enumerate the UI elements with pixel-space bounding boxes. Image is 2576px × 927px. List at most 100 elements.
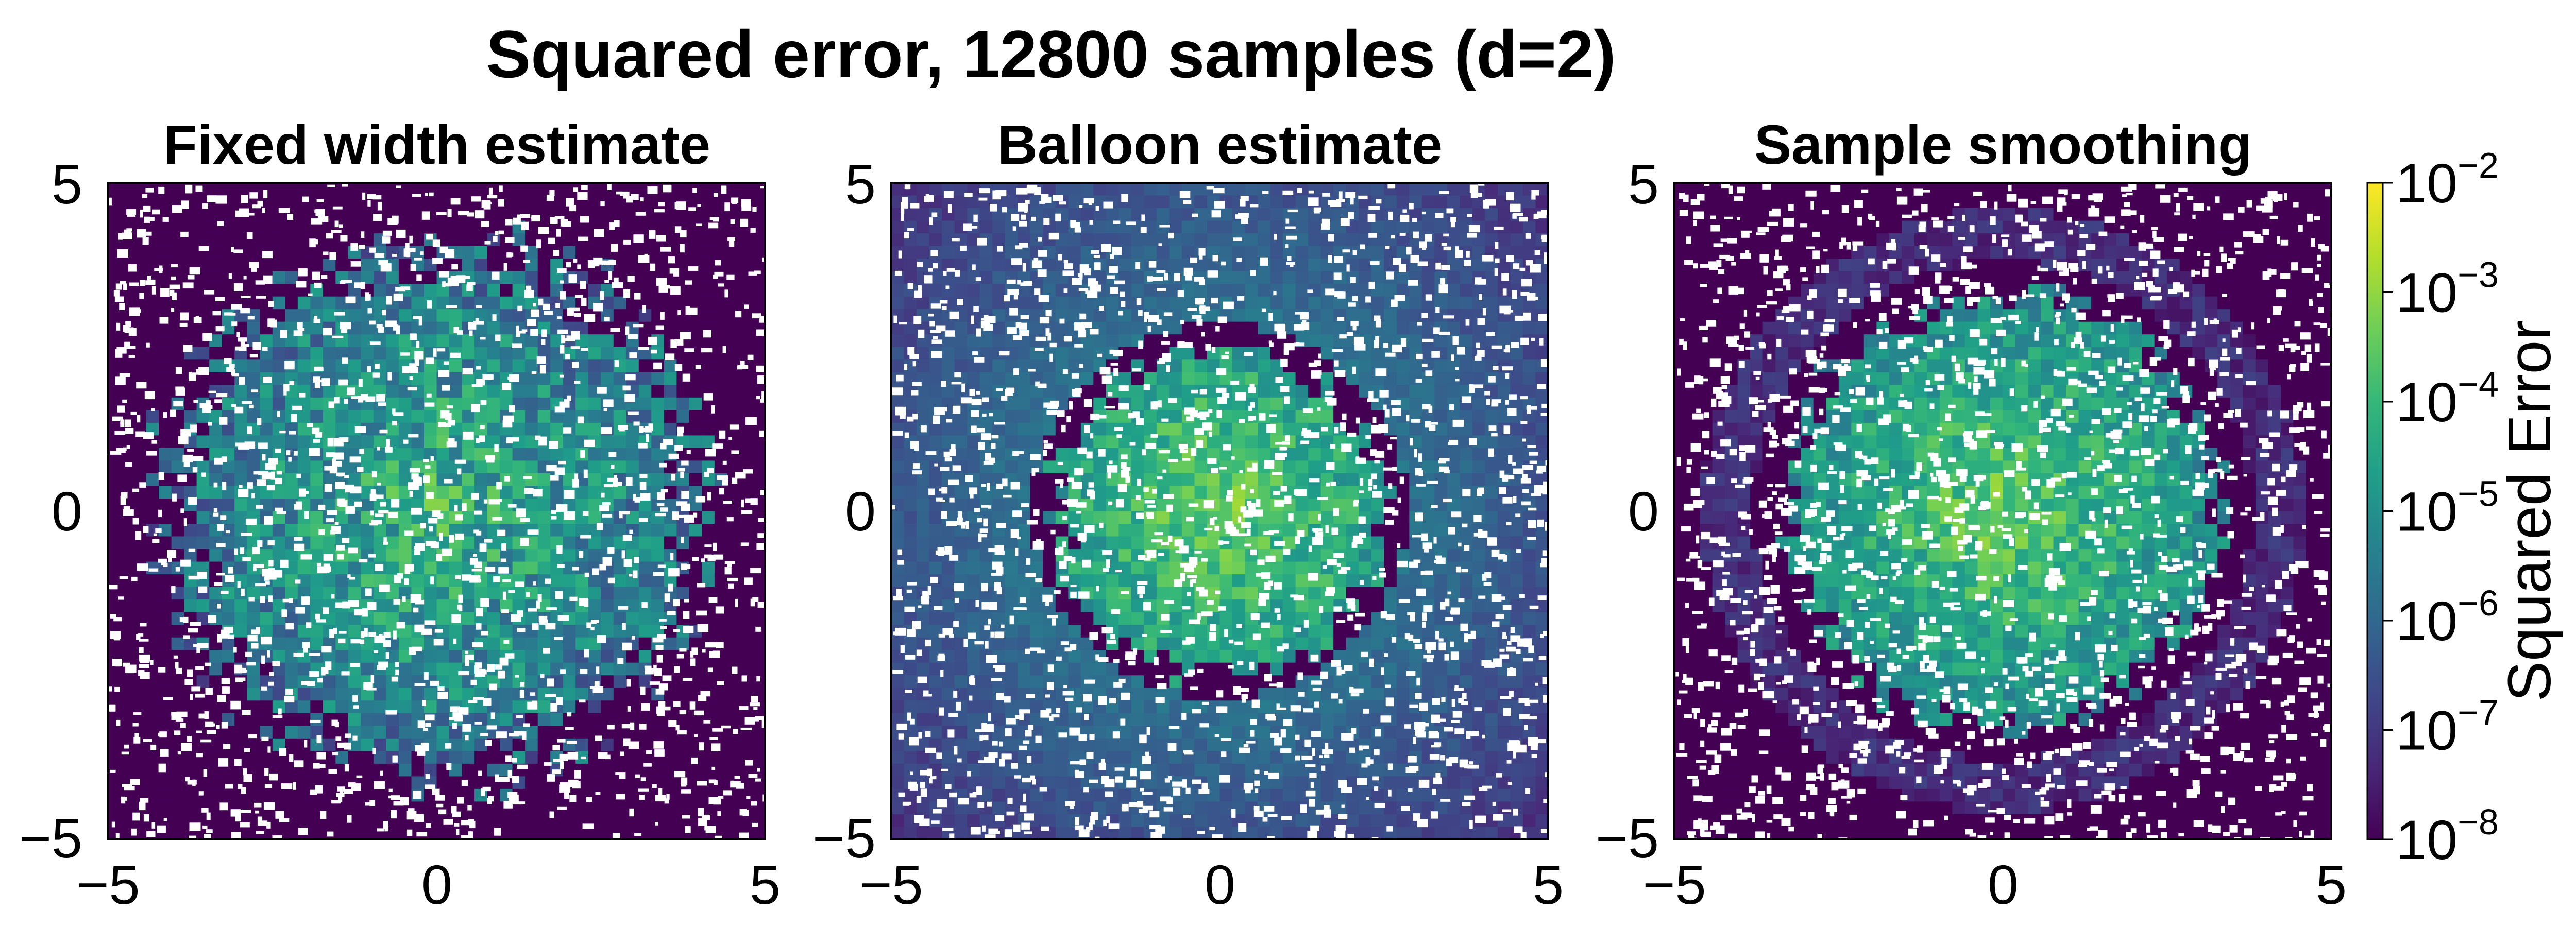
heatmap-hole	[144, 391, 155, 400]
heatmap-cell	[310, 599, 324, 613]
heatmap-hole	[549, 811, 554, 818]
heatmap-cell	[702, 246, 715, 259]
plot-frame-fixed-width	[107, 182, 766, 840]
heatmap-cell	[335, 309, 349, 322]
heatmap-cell	[563, 448, 576, 461]
heatmap-cell	[487, 296, 500, 310]
heatmap-cell	[714, 688, 727, 701]
heatmap-hole	[641, 428, 648, 432]
heatmap-cell	[133, 549, 147, 562]
heatmap-hole	[658, 202, 665, 207]
heatmap-hole	[550, 217, 558, 224]
heatmap-cell	[171, 183, 184, 196]
heatmap-hole	[645, 426, 652, 433]
heatmap-hole	[238, 489, 249, 497]
heatmap-cell	[247, 359, 260, 373]
heatmap-cell	[323, 612, 336, 625]
heatmap-hole	[293, 451, 298, 456]
heatmap-hole	[208, 615, 217, 623]
heatmap-hole	[546, 607, 557, 610]
heatmap-hole	[370, 489, 376, 494]
heatmap-cell	[462, 183, 475, 196]
heatmap-hole	[269, 773, 278, 781]
heatmap-hole	[717, 811, 721, 816]
heatmap-hole	[412, 646, 422, 651]
heatmap-hole	[557, 329, 568, 334]
heatmap-hole	[284, 696, 295, 703]
heatmap-cell	[512, 271, 526, 284]
heatmap-cell	[727, 763, 740, 777]
heatmap-cell	[727, 549, 740, 562]
heatmap-cell	[260, 549, 273, 562]
heatmap-cell	[310, 637, 324, 650]
heatmap-cell	[740, 259, 753, 272]
heatmap-cell	[373, 524, 386, 537]
heatmap-cell	[386, 460, 399, 474]
heatmap-cell	[323, 359, 336, 373]
heatmap-fixed-width	[108, 183, 765, 839]
heatmap-cell	[487, 460, 500, 474]
heatmap-hole	[484, 539, 493, 543]
heatmap-hole	[729, 424, 739, 430]
heatmap-hole	[321, 378, 330, 386]
heatmap-hole	[188, 497, 197, 505]
heatmap-cell	[436, 448, 450, 461]
heatmap-cell	[348, 827, 361, 839]
heatmap-cell	[525, 637, 538, 650]
heatmap-cell	[588, 284, 601, 297]
heatmap-cell	[297, 296, 311, 310]
heatmap-cell	[689, 448, 702, 461]
heatmap-cell	[297, 334, 311, 348]
heatmap-hole	[575, 295, 583, 298]
heatmap-hole	[552, 769, 561, 774]
heatmap-cell	[651, 587, 665, 600]
heatmap-cell	[146, 460, 159, 474]
heatmap-cell	[222, 334, 235, 348]
heatmap-cell	[462, 448, 475, 461]
heatmap-cell	[676, 410, 690, 423]
heatmap-hole	[239, 346, 247, 351]
heatmap-cell	[398, 499, 412, 512]
heatmap-cell	[689, 524, 702, 537]
heatmap-hole	[180, 508, 184, 513]
heatmap-hole	[458, 671, 469, 676]
heatmap-hole	[426, 393, 432, 398]
heatmap-cell	[1270, 246, 1283, 259]
heatmap-hole	[639, 482, 647, 490]
heatmap-cell	[449, 183, 463, 196]
heatmap-hole	[374, 781, 385, 789]
heatmap-cell	[474, 726, 488, 739]
heatmap-cell	[386, 763, 399, 777]
heatmap-cell	[626, 688, 639, 701]
heatmap-cell	[1535, 271, 1548, 284]
heatmap-hole	[344, 764, 349, 772]
heatmap-cell	[285, 347, 298, 360]
heatmap-hole	[580, 281, 586, 289]
heatmap-cell	[1118, 259, 1132, 272]
heatmap-cell	[297, 700, 311, 714]
heatmap-hole	[343, 789, 353, 794]
heatmap-hole	[392, 755, 398, 763]
heatmap-cell	[601, 801, 614, 815]
heatmap-cell	[1421, 220, 1435, 234]
heatmap-cell	[449, 650, 463, 663]
heatmap-cell	[159, 296, 172, 310]
heatmap-hole	[516, 616, 521, 622]
heatmap-cell	[121, 650, 134, 663]
heatmap-hole	[139, 664, 149, 668]
heatmap-hole	[480, 733, 488, 736]
heatmap-hole	[261, 686, 267, 691]
heatmap-hole	[437, 692, 448, 699]
heatmap-cell	[1118, 183, 1132, 196]
heatmap-hole	[120, 281, 126, 285]
heatmap-hole	[425, 723, 431, 727]
heatmap-hole	[603, 484, 613, 488]
heatmap-cell	[171, 246, 184, 259]
heatmap-cell	[474, 814, 488, 828]
heatmap-hole	[192, 467, 198, 473]
heatmap-cell	[247, 448, 260, 461]
heatmap-cell	[411, 675, 425, 689]
heatmap-hole	[243, 344, 249, 347]
heatmap-cell	[601, 700, 614, 714]
heatmap-hole	[622, 642, 632, 651]
